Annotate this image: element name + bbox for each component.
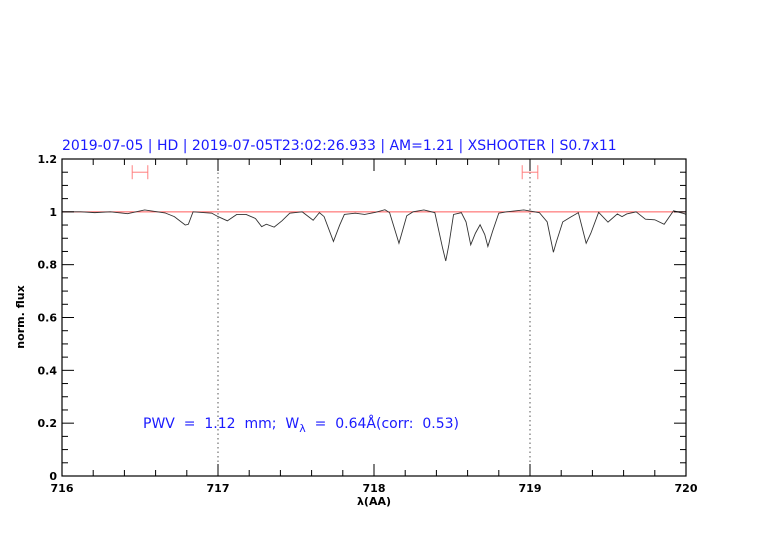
x-tick-label: 720 <box>675 482 698 495</box>
y-tick-label: 0.2 <box>38 417 58 430</box>
annotation-subscript: λ <box>299 422 306 435</box>
y-tick-label: 0 <box>49 470 57 483</box>
x-axis-label: λ(AA) <box>357 495 391 508</box>
y-tick-label: 0.8 <box>38 259 58 272</box>
spectrum-line <box>62 209 687 262</box>
annotation-rest: = 0.64Å(corr: 0.53) <box>306 415 459 432</box>
x-tick-label: 718 <box>363 482 386 495</box>
pwv-annotation: PWV = 1.12 mm; Wλ = 0.64Å(corr: 0.53) <box>143 415 459 435</box>
chart-title: 2019-07-05 | HD | 2019-07-05T23:02:26.93… <box>62 138 617 154</box>
y-tick-label: 1 <box>49 206 57 219</box>
y-axis-label: norm. flux <box>14 285 27 348</box>
x-tick-label: 716 <box>51 482 74 495</box>
x-tick-label: 719 <box>519 482 542 495</box>
y-tick-label: 0.4 <box>38 364 58 377</box>
y-tick-label: 0.6 <box>38 312 58 325</box>
x-tick-label: 717 <box>207 482 230 495</box>
y-tick-label: 1.2 <box>38 153 58 166</box>
annotation-main: PWV = 1.12 mm; W <box>143 416 299 432</box>
